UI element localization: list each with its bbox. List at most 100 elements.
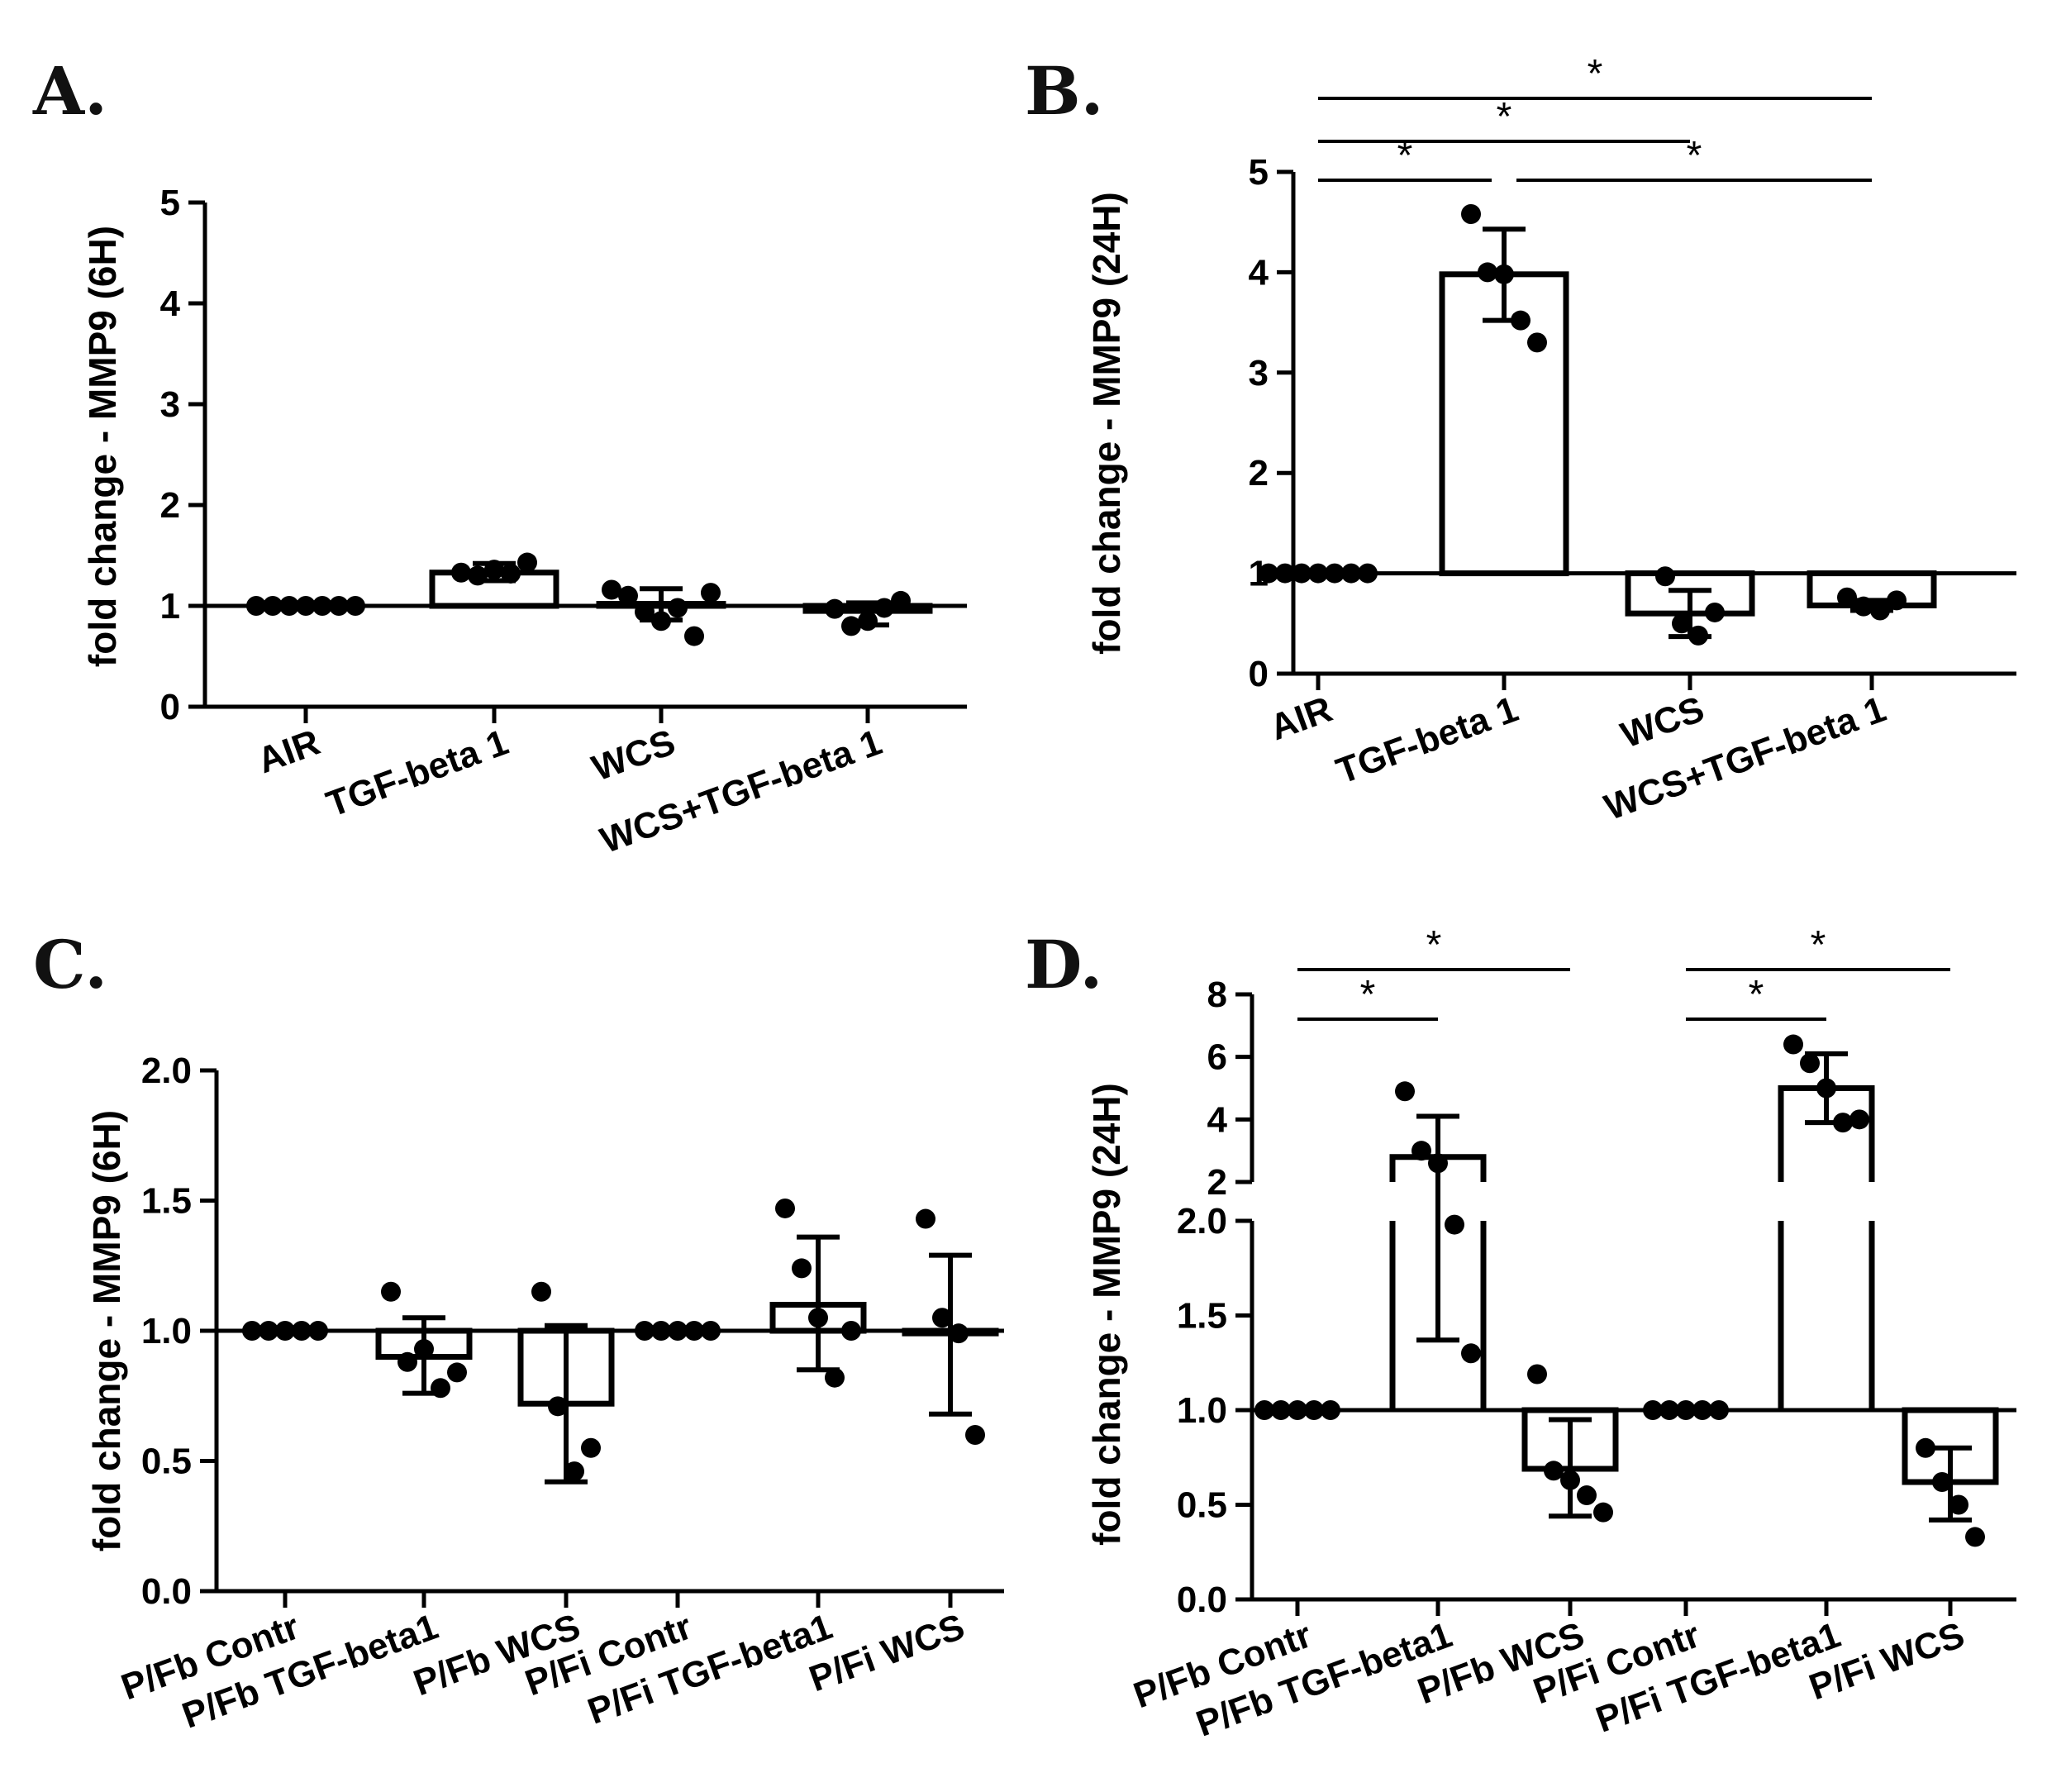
y-tick-label: 2 bbox=[1249, 453, 1269, 493]
data-point bbox=[1395, 1081, 1415, 1102]
data-point bbox=[916, 1208, 935, 1229]
significance-star: * bbox=[1811, 923, 1826, 967]
data-point bbox=[965, 1425, 985, 1445]
data-point bbox=[792, 1258, 812, 1279]
y-tick-label: 2.0 bbox=[1177, 1201, 1227, 1242]
data-point bbox=[808, 1308, 828, 1328]
data-point bbox=[1849, 1109, 1869, 1130]
category-label: AIR bbox=[1264, 689, 1337, 748]
data-point bbox=[1461, 203, 1481, 224]
data-point bbox=[1511, 310, 1530, 331]
category-label: WCS bbox=[1616, 689, 1709, 755]
data-point bbox=[468, 565, 488, 586]
panel-letter: B. bbox=[1025, 52, 1103, 130]
significance-star: * bbox=[1497, 95, 1512, 139]
y-axis-label: fold change - MMP9 (6H) bbox=[85, 1110, 128, 1551]
data-point bbox=[651, 611, 671, 631]
data-point bbox=[501, 563, 521, 584]
data-point bbox=[484, 560, 504, 580]
y-tick-label: 0 bbox=[160, 687, 180, 727]
y-axis-label: fold change - MMP9 (24H) bbox=[1085, 192, 1128, 655]
y-tick-label: 3 bbox=[1249, 353, 1269, 393]
data-point bbox=[1527, 1364, 1547, 1385]
panel-letter: D. bbox=[1025, 926, 1102, 1003]
data-point bbox=[1259, 563, 1278, 584]
data-point bbox=[701, 583, 721, 603]
data-point bbox=[1494, 264, 1514, 284]
data-point bbox=[548, 1396, 568, 1417]
panel-c: C. fold change - MMP9 (6H) 0.0 0.5 1.0 1.5 2.0… bbox=[33, 926, 1004, 1737]
significance-star: * bbox=[1749, 973, 1764, 1017]
y-tick-label: 4 bbox=[1249, 252, 1269, 293]
panel-b: B.fold change - MMP9 (24H)012345AIRTGF-b… bbox=[1025, 52, 2016, 828]
data-point bbox=[1478, 262, 1497, 283]
y-tick-label: 1.0 bbox=[141, 1311, 192, 1351]
significance-star: * bbox=[1397, 134, 1413, 178]
data-point bbox=[1887, 590, 1907, 611]
data-point bbox=[451, 562, 471, 583]
data-point bbox=[1560, 1470, 1580, 1490]
significance-star: * bbox=[1426, 923, 1442, 967]
data-point bbox=[841, 616, 861, 636]
y-tick-label: 5 bbox=[160, 183, 180, 223]
data-point bbox=[1428, 1153, 1448, 1174]
data-point bbox=[397, 1351, 417, 1372]
y-tick-label: 0.0 bbox=[1177, 1580, 1227, 1620]
y-tick-label: 3 bbox=[160, 384, 180, 425]
data-point bbox=[381, 1281, 401, 1302]
y-axis-label: fold change - MMP9 (24H) bbox=[1085, 1083, 1128, 1546]
data-point bbox=[1783, 1034, 1803, 1055]
y-tick-label: 8 bbox=[1207, 975, 1227, 1015]
data-point bbox=[531, 1281, 551, 1302]
y-tick-label: 1.5 bbox=[141, 1181, 192, 1222]
y-tick-label: 6 bbox=[1207, 1037, 1227, 1078]
data-point bbox=[1544, 1461, 1564, 1481]
significance-star: * bbox=[1588, 52, 1603, 96]
panel-d: D. fold change - MMP9 (24H) 2 4 6 8 0.0 0.5 1.0 1… bbox=[1025, 923, 2016, 1745]
y-tick-label: 1 bbox=[160, 586, 180, 627]
data-point bbox=[775, 1198, 795, 1218]
category-label: P/Fi WCS bbox=[804, 1606, 970, 1699]
y-tick-label: 1.0 bbox=[1177, 1390, 1227, 1431]
data-point bbox=[825, 598, 845, 619]
category-label: WCS bbox=[587, 722, 680, 789]
data-point bbox=[1932, 1472, 1952, 1493]
data-point bbox=[1705, 602, 1725, 622]
category-label: TGF-beta 1 bbox=[1331, 689, 1524, 792]
data-point bbox=[1655, 566, 1675, 587]
data-point bbox=[1870, 600, 1890, 621]
data-point bbox=[858, 611, 878, 631]
y-tick-label: 2.0 bbox=[141, 1051, 192, 1091]
y-tick-label: 5 bbox=[1249, 152, 1269, 193]
data-point bbox=[517, 552, 537, 573]
data-point bbox=[1854, 596, 1873, 617]
data-point bbox=[618, 585, 638, 606]
data-point bbox=[602, 579, 621, 600]
category-label: AIR bbox=[252, 722, 325, 781]
data-point bbox=[414, 1339, 434, 1360]
data-point bbox=[1577, 1485, 1597, 1506]
data-point bbox=[1593, 1502, 1613, 1523]
y-tick-label: 2 bbox=[1207, 1162, 1227, 1203]
y-axis-label: fold change - MMP9 (6H) bbox=[81, 226, 124, 667]
data-point bbox=[684, 626, 704, 646]
data-point bbox=[1527, 332, 1547, 353]
panel-a: A. fold change - MMP9 (6H) 0 1 2 3 4 5 AIRTGF-be… bbox=[32, 52, 967, 861]
category-label: TGF-beta 1 bbox=[321, 722, 514, 825]
y-tick-label: 1.5 bbox=[1177, 1296, 1227, 1337]
data-point bbox=[1837, 587, 1857, 608]
data-point bbox=[1949, 1494, 1968, 1515]
data-point bbox=[1816, 1078, 1836, 1099]
data-point bbox=[949, 1323, 969, 1344]
data-point bbox=[1445, 1214, 1464, 1235]
data-point bbox=[564, 1461, 584, 1482]
data-point bbox=[1461, 1343, 1481, 1364]
data-point bbox=[1411, 1141, 1431, 1161]
data-point bbox=[1275, 563, 1295, 584]
data-point bbox=[1965, 1527, 1985, 1547]
y-tick-label: 4 bbox=[1207, 1099, 1228, 1140]
panel-letter: A. bbox=[32, 52, 107, 130]
significance-star: * bbox=[1360, 973, 1376, 1017]
y-tick-label: 0.0 bbox=[141, 1571, 192, 1612]
